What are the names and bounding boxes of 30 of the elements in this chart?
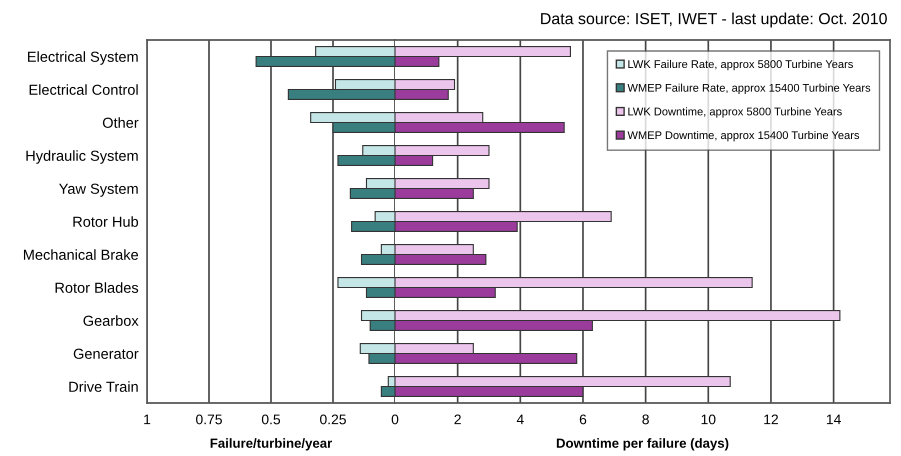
- x-tick-label: 4: [516, 414, 524, 424]
- y-tick-label: Other: [102, 117, 138, 128]
- y-tick-label: Mechanical Brake: [24, 249, 138, 260]
- x-tick-label: 14: [826, 414, 841, 424]
- y-tick-label: Generator: [74, 348, 138, 359]
- x-tick-label: 10: [702, 414, 716, 424]
- x-tick-label: 1: [144, 414, 150, 424]
- y-tick-label: Yaw System: [59, 184, 138, 197]
- legend-label: WMEP Downtime, approx 15400 Turbine Years: [628, 130, 860, 142]
- legend-label: WMEP Failure Rate, approx 15400 Turbine Years: [628, 84, 870, 94]
- y-tick-label: Drive Train: [69, 381, 138, 392]
- y-tick-label: Hydraulic System: [26, 150, 138, 164]
- x-tick-label: 2: [454, 414, 461, 424]
- x-tick-label: 12: [764, 414, 778, 424]
- x-tick-label: 8: [642, 414, 649, 424]
- x-axis-title: Downtime per failure (days): [556, 438, 728, 450]
- y-tick-label: Gearbox: [83, 315, 139, 326]
- legend-label: LWK Downtime, approx 5800 Turbine Years: [628, 107, 842, 118]
- y-tick-label: Rotor Hub: [73, 216, 138, 227]
- x-axis-title: Failure/turbine/year: [210, 438, 332, 450]
- x-tick-label: 0.5: [262, 414, 280, 424]
- y-tick-label: Rotor Blades: [56, 282, 138, 293]
- legend-label: LWK Failure Rate, approx 5800 Turbine Years: [628, 60, 853, 70]
- y-tick-label: Electrical System: [28, 51, 138, 65]
- x-tick-label: 0.75: [196, 414, 222, 424]
- x-tick-label: 6: [580, 414, 586, 424]
- x-tick-label: 0: [392, 414, 398, 424]
- x-tick-label: 0.25: [320, 414, 346, 424]
- source-note: Data source: ISET, IWET - last update: Oct. 2010: [541, 12, 887, 28]
- y-tick-label: Electrical Control: [30, 84, 138, 95]
